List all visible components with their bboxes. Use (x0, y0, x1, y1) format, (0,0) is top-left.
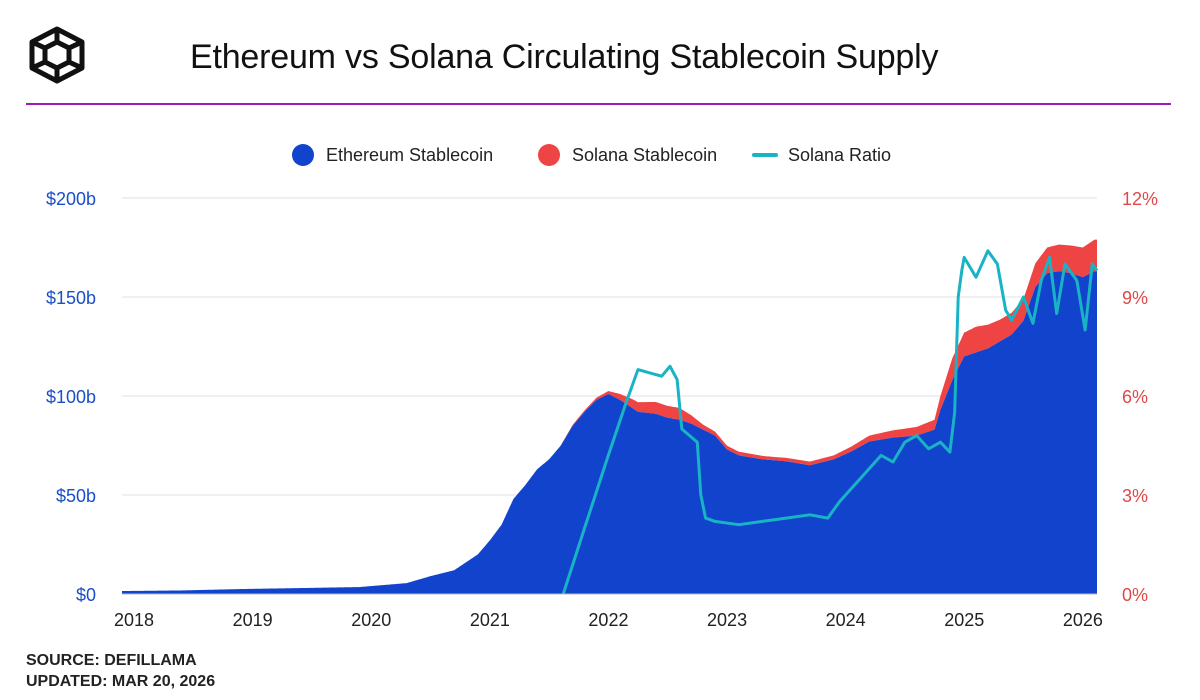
source-note: SOURCE: DEFILLAMA (26, 652, 197, 669)
y-left-tick-label: $150b (46, 288, 96, 308)
x-tick-label: 2026 (1063, 610, 1103, 630)
y-right-tick-label: 0% (1122, 585, 1148, 605)
cube-outline-icon (29, 26, 85, 84)
legend-marker-solana (538, 144, 560, 166)
legend-item-ratio: Solana Ratio (752, 144, 891, 166)
chart-legend: Ethereum Stablecoin Solana Stablecoin So… (0, 140, 1200, 170)
y-left-tick-label: $200b (46, 189, 96, 209)
updated-note: UPDATED: MAR 20, 2026 (26, 673, 216, 690)
x-tick-label: 2019 (233, 610, 273, 630)
legend-marker-ethereum (292, 144, 314, 166)
y-right-tick-label: 3% (1122, 486, 1148, 506)
y-left-tick-label: $0 (76, 585, 96, 605)
header: Ethereum vs Solana Circulating Stablecoi… (0, 0, 1200, 106)
y-left-tick-label: $50b (56, 486, 96, 506)
x-tick-label: 2023 (707, 610, 747, 630)
legend-marker-ratio (752, 153, 778, 157)
series-area-ethereum-stablecoin (122, 271, 1097, 594)
x-tick-label: 2021 (470, 610, 510, 630)
y-left-tick-label: $100b (46, 387, 96, 407)
x-tick-label: 2020 (351, 610, 391, 630)
x-tick-label: 2025 (944, 610, 984, 630)
legend-item-solana: Solana Stablecoin (538, 144, 717, 166)
x-tick-label: 2024 (826, 610, 866, 630)
series-line-solana-ratio (561, 249, 1099, 595)
legend-label-ethereum: Ethereum Stablecoin (326, 144, 494, 165)
stablecoin-supply-chart: $200b $150b $100b $50b $0 12% 9% 6% 3% 0% 2018 2019… (46, 189, 1158, 630)
title-divider (26, 103, 1171, 105)
footer: SOURCE: DEFILLAMA UPDATED: MAR 20, 2026 (26, 650, 215, 692)
page-title: Ethereum vs Solana Circulating Stablecoi… (190, 38, 939, 76)
x-tick-label: 2018 (114, 610, 154, 630)
legend-label-ratio: Solana Ratio (788, 144, 892, 165)
x-tick-label: 2022 (588, 610, 628, 630)
y-right-tick-label: 9% (1122, 288, 1148, 308)
y-right-tick-label: 12% (1122, 189, 1158, 209)
legend-label-solana: Solana Stablecoin (572, 144, 718, 165)
y-right-tick-label: 6% (1122, 387, 1148, 407)
legend-item-ethereum: Ethereum Stablecoin (292, 144, 493, 166)
